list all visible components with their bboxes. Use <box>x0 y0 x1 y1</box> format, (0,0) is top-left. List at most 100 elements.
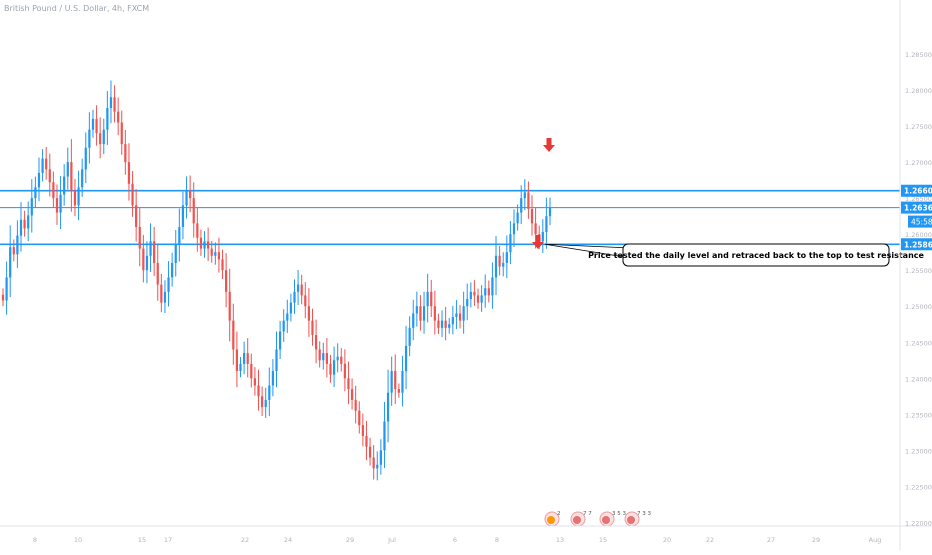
candle <box>336 343 339 373</box>
level-tag-text: 1.26369 <box>904 204 932 213</box>
candle-body <box>1 294 5 301</box>
candle-body <box>289 302 293 314</box>
candle-body <box>462 306 465 321</box>
candle <box>1 288 5 307</box>
candle <box>138 207 141 267</box>
candle-body <box>444 320 447 328</box>
candle <box>502 252 505 277</box>
candle <box>318 341 321 368</box>
event-flag-icon[interactable]: 7 3 3 <box>624 511 651 527</box>
candle-body <box>41 158 44 173</box>
candle-body <box>487 288 490 296</box>
event-flag-icon[interactable]: 7 7 <box>570 511 592 527</box>
event-flag-label: 7 3 3 <box>637 511 651 517</box>
candle <box>307 288 311 337</box>
candle <box>394 354 397 405</box>
candle-body <box>225 270 228 292</box>
candle-body <box>63 176 66 195</box>
candle <box>401 355 404 407</box>
candle-body <box>530 208 534 224</box>
candle <box>422 291 426 334</box>
candle <box>498 245 501 276</box>
level-price-tag: 1.26369 <box>901 201 932 214</box>
candle <box>160 273 163 313</box>
y-tick-label: 1.22000 <box>905 519 932 527</box>
candle-body <box>278 331 282 350</box>
candle <box>239 357 242 378</box>
candle <box>520 185 523 225</box>
candle-body <box>455 313 458 318</box>
x-tick-label: 6 <box>453 536 457 544</box>
candle-body <box>37 172 41 188</box>
y-tick-label: 1.23000 <box>905 447 932 455</box>
candle-body <box>91 118 95 130</box>
x-tick-label: 8 <box>33 536 37 544</box>
candle-body <box>383 421 386 451</box>
candle <box>527 181 530 219</box>
candle-body <box>282 320 285 332</box>
y-tick-label: 1.26500 <box>905 195 932 203</box>
y-tick-label: 1.26000 <box>905 231 932 239</box>
candles <box>1 80 552 481</box>
price-axis[interactable]: 1.28500 1.28000 1.27500 1.27000 1.26500 1.260… <box>899 0 932 550</box>
candle <box>95 105 98 146</box>
candle <box>37 157 41 202</box>
candle-body <box>340 356 343 364</box>
candle <box>379 439 382 475</box>
candle <box>343 349 346 392</box>
candle-body <box>534 223 537 235</box>
candle-body <box>469 291 472 300</box>
candle <box>332 346 336 388</box>
event-flag-dot <box>573 516 581 524</box>
symbol-title: British Pound / U.S. Dollar, 4h, FXCM <box>4 4 150 13</box>
candle <box>70 139 73 212</box>
horizontal-levels <box>0 189 900 246</box>
level-price-tag: 1.26603 <box>901 184 932 197</box>
candle <box>419 295 422 331</box>
candle <box>491 262 494 309</box>
candle-body <box>16 235 19 255</box>
candle-body <box>163 291 167 303</box>
candle <box>48 153 51 197</box>
candle <box>458 304 462 329</box>
candle <box>66 147 69 190</box>
candle <box>433 290 436 335</box>
candle <box>350 378 354 410</box>
candle <box>383 401 386 468</box>
candle-body <box>145 255 149 271</box>
candle <box>361 413 364 447</box>
candle-body <box>127 162 131 184</box>
candle <box>354 385 357 424</box>
candle <box>314 319 318 364</box>
candle-body <box>422 306 426 321</box>
countdown-bg <box>908 215 932 228</box>
event-flag-icon[interactable]: 2 <box>544 511 561 527</box>
candle <box>203 231 206 258</box>
candle-body <box>268 385 271 400</box>
time-axis[interactable]: 8 10 15 17 22 24 29 Jul 6 8 13 15 20 22 27 29 Aug <box>0 525 932 544</box>
candle-body <box>196 223 199 238</box>
candle-body <box>430 291 433 307</box>
candle-body <box>138 226 141 249</box>
candle <box>109 80 113 124</box>
candle-body <box>379 450 382 465</box>
x-tick-label: 20 <box>663 536 671 544</box>
event-flag-label: 3 5 3 <box>612 511 626 517</box>
candle <box>480 285 483 312</box>
event-flag-icon[interactable]: 3 5 3 <box>599 511 626 527</box>
candle <box>127 143 131 201</box>
candle <box>516 204 519 231</box>
economic-events[interactable]: 2 7 7 3 5 3 7 3 3 <box>544 511 651 527</box>
candle-body <box>45 158 48 170</box>
candle-body <box>394 371 397 390</box>
candle <box>412 299 415 341</box>
callout-box <box>622 243 890 267</box>
candle-body <box>55 198 59 213</box>
candle <box>84 132 87 184</box>
bar-countdown: 45:58 <box>908 215 932 228</box>
event-flag-dot <box>547 516 555 524</box>
candle <box>5 261 8 315</box>
candle <box>242 341 246 375</box>
